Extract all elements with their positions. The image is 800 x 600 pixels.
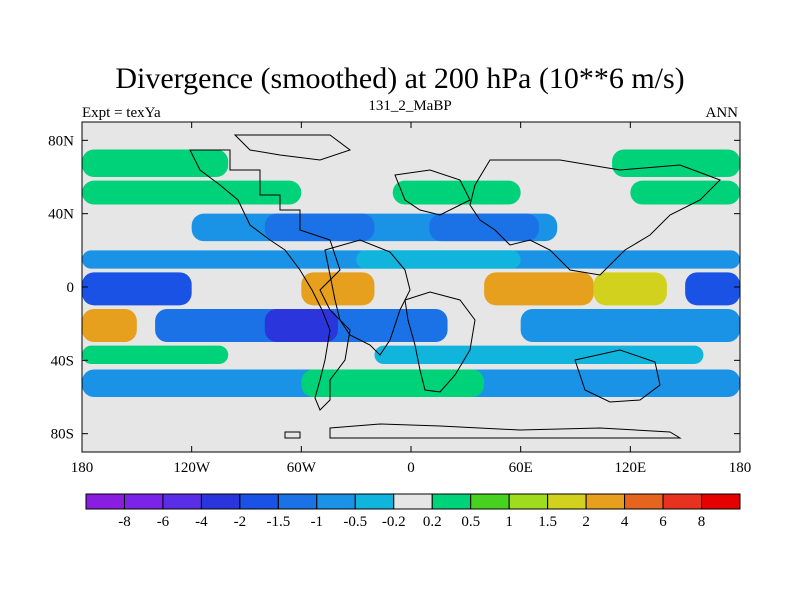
contour-band-2-2 (429, 213, 539, 242)
contour-band-4-4 (685, 272, 740, 306)
contour-band-4-2 (484, 272, 594, 306)
axis-tick-marks (81, 122, 741, 452)
contour-band-7-1 (301, 369, 485, 397)
x-tick-label: 180 (71, 460, 94, 476)
y-axis-labels: 80N 40N 0 40S 80S (48, 133, 74, 442)
colorbar-label: 6 (659, 514, 667, 530)
contour-fill-layer (82, 149, 740, 397)
right-label: ANN (706, 105, 739, 121)
colorbar-label: -6 (157, 514, 170, 530)
colorbar-label: -2 (234, 514, 247, 530)
colorbar-label: 2 (582, 514, 590, 530)
colorbar-label: -0.5 (343, 514, 367, 530)
contour-band-5-2 (82, 309, 137, 342)
colorbar-labels: -8 -6 -4 -2 -1.5 -1 -0.5 -0.2 0.2 0.5 1 1.5 2 4 6 8 (118, 514, 705, 530)
colorbar-label: -4 (195, 514, 208, 530)
contour-band-4-0 (82, 272, 192, 306)
colorbar-swatch (85, 493, 125, 510)
colorbar-swatch (200, 493, 241, 510)
y-tick-label: 40N (48, 207, 74, 223)
colorbar-swatch (431, 493, 472, 510)
colorbar-label: -1.5 (266, 514, 290, 530)
colorbar-label: 0.2 (423, 514, 442, 530)
colorbar-swatch (354, 493, 395, 510)
colorbar-swatch (701, 493, 741, 510)
y-tick-label: 80N (48, 133, 74, 149)
x-tick-label: 120W (173, 460, 211, 476)
contour-band-6-0 (82, 345, 229, 364)
x-tick-label: 0 (407, 460, 415, 476)
x-tick-label: 60W (287, 460, 317, 476)
colorbar-swatch (277, 493, 318, 510)
contour-band-3-1 (356, 250, 521, 269)
plot-area (81, 121, 741, 453)
contour-band-1-2 (392, 180, 521, 205)
colorbar-swatch (123, 493, 164, 510)
contour-band-0-0 (82, 149, 229, 177)
colorbar-label: 1.5 (538, 514, 557, 530)
colorbar-swatch (508, 493, 549, 510)
colorbar-swatch (162, 493, 202, 510)
x-axis-labels: 180 120W 60W 0 60E 120E 180 (71, 460, 752, 476)
left-label: Expt = texYa (82, 105, 161, 121)
contour-band-5-1 (264, 309, 338, 342)
colorbar-label: -1 (311, 514, 324, 530)
contour-band-2-1 (264, 213, 375, 242)
y-tick-label: 0 (67, 280, 75, 296)
coastline (189, 134, 721, 439)
contour-band-0-1 (612, 149, 740, 177)
colorbar-label: 8 (698, 514, 706, 530)
x-tick-label: 120E (614, 460, 646, 476)
colorbar-label: -0.2 (382, 514, 406, 530)
colorbar-swatch (547, 493, 587, 510)
y-tick-label: 40S (51, 353, 74, 369)
center-label: 131_2_MaBP (368, 98, 451, 114)
colorbar-swatch (624, 493, 664, 510)
contour-band-1-0 (82, 180, 302, 205)
colorbar-label: 1 (505, 514, 513, 530)
colorbar-swatch (585, 493, 626, 510)
colorbar-label: 0.5 (461, 514, 480, 530)
colorbar-label: -8 (118, 514, 131, 530)
colorbar-swatch (470, 493, 510, 510)
colorbar-swatch (239, 493, 279, 510)
chart-title: Divergence (smoothed) at 200 hPa (10**6 … (115, 62, 684, 95)
contour-band-4-1 (301, 272, 375, 306)
contour-band-1-1 (630, 180, 740, 205)
colorbar (85, 493, 741, 510)
colorbar-swatch (316, 493, 356, 510)
x-tick-label: 60E (509, 460, 533, 476)
colorbar-label: 4 (621, 514, 629, 530)
contour-band-4-3 (593, 272, 667, 306)
contour-band-5-3 (520, 309, 740, 342)
colorbar-swatch (662, 493, 703, 510)
x-tick-label: 180 (729, 460, 752, 476)
colorbar-swatch (393, 493, 433, 510)
y-tick-label: 80S (51, 427, 74, 443)
